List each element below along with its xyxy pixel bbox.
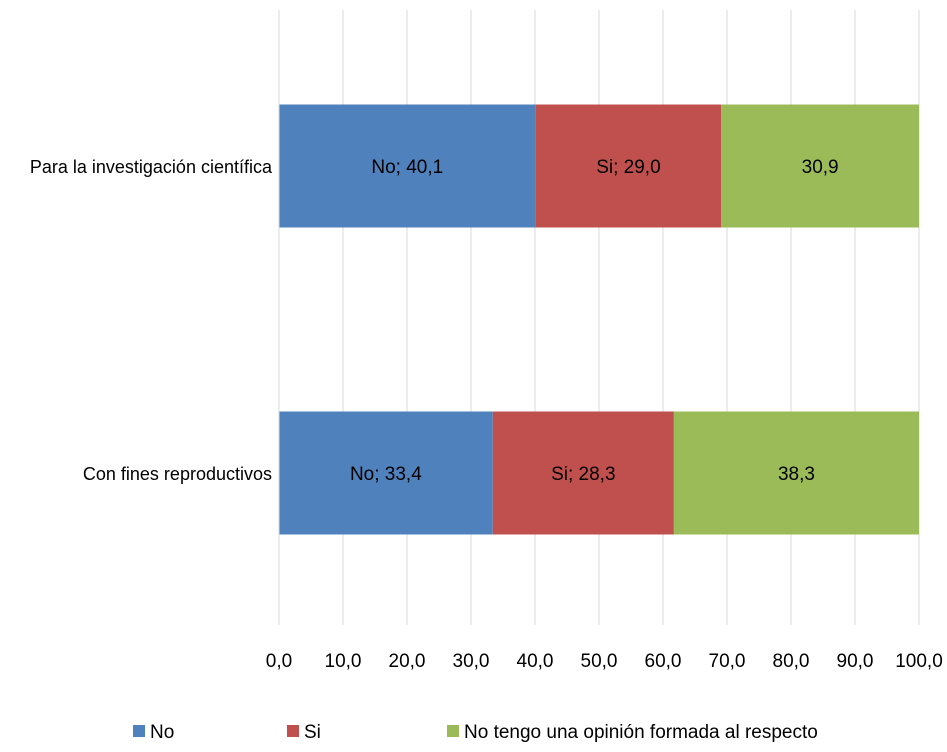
x-tick-label: 90,0 [837, 651, 874, 672]
x-tick-label: 70,0 [709, 651, 746, 672]
x-tick-label: 50,0 [581, 651, 618, 672]
legend-label: No tengo una opinión formada al respecto [464, 722, 818, 743]
bar-segment [279, 104, 536, 228]
bar-segment [279, 411, 493, 535]
bar-segment [721, 104, 919, 228]
category-label: Para la investigación científica [30, 157, 273, 177]
legend: No Si No tengo una opinión formada al resp… [133, 722, 818, 743]
data-label: No; 33,4 [350, 464, 422, 485]
data-label: 30,9 [802, 157, 839, 178]
legend-label: No [150, 722, 174, 743]
data-label: Si; 29,0 [596, 157, 660, 178]
data-label: Si; 28,3 [551, 464, 615, 485]
x-tick-label: 30,0 [453, 651, 490, 672]
data-label: 38,3 [778, 464, 815, 485]
legend-label: Si [304, 722, 321, 743]
x-tick-label: 60,0 [645, 651, 682, 672]
x-tick-label: 10,0 [325, 651, 362, 672]
axes: Para la investigación científica Con fine… [30, 10, 943, 672]
x-tick-label: 80,0 [773, 651, 810, 672]
bars: No; 40,1 Si; 29,0 30,9 No; 33,4 Si; 28,3 38,3 [279, 104, 919, 535]
legend-swatch [133, 725, 145, 737]
bar-segment [535, 104, 722, 228]
x-tick-label: 20,0 [389, 651, 426, 672]
bar-segment [492, 411, 674, 535]
legend-swatch [447, 725, 459, 737]
bar-segment [673, 411, 919, 535]
data-label: No; 40,1 [371, 157, 443, 178]
legend-swatch [287, 725, 299, 737]
x-tick-label: 100,0 [895, 651, 943, 672]
x-tick-label: 0,0 [266, 651, 292, 672]
x-tick-label: 40,0 [517, 651, 554, 672]
category-label: Con fines reproductivos [83, 464, 272, 484]
